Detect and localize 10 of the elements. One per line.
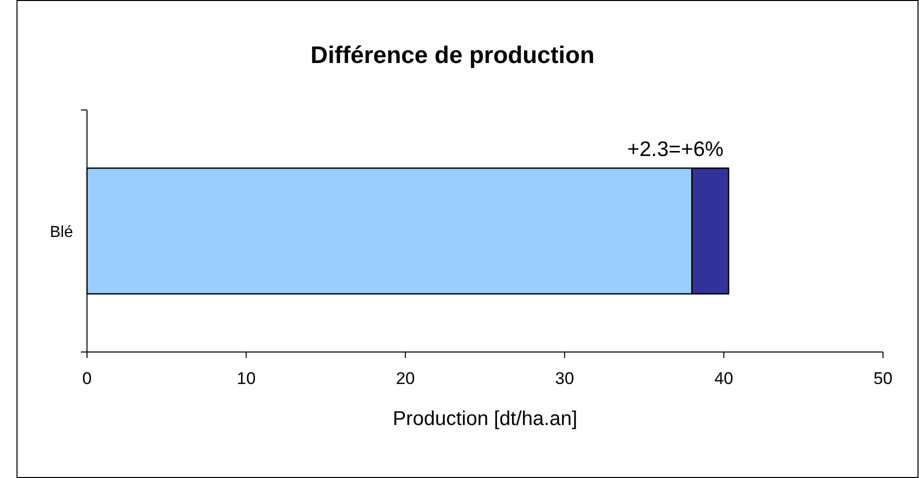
x-tick-label: 50 bbox=[874, 369, 892, 388]
x-tick-label: 30 bbox=[555, 369, 574, 388]
x-tick-label: 10 bbox=[236, 369, 256, 388]
x-axis-title: Production [dt/ha.an] bbox=[392, 408, 578, 430]
y-tick-label: Blé bbox=[50, 224, 74, 241]
text: +2.3=+6% bbox=[627, 138, 724, 162]
x-tick-label: 20 bbox=[396, 369, 415, 388]
x-tick-label: 0 bbox=[82, 369, 92, 388]
x-tick-label: 40 bbox=[714, 369, 734, 388]
chart-title: Différence de production bbox=[310, 42, 595, 69]
